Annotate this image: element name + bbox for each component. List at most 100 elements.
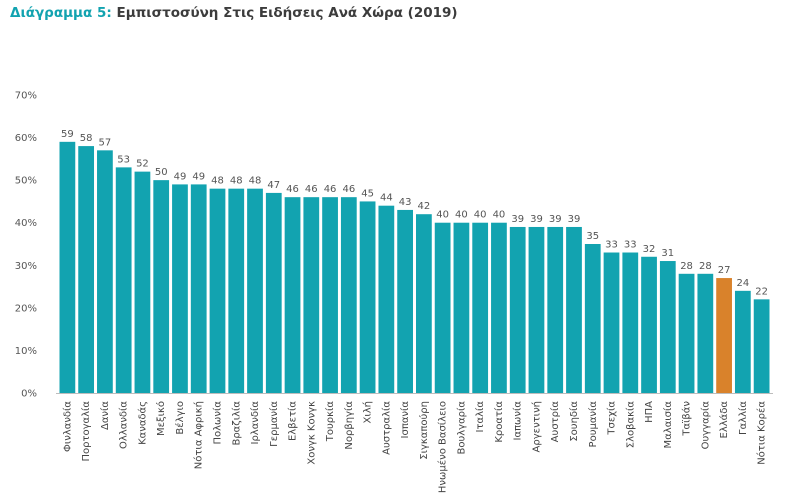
value-label: 39	[568, 214, 581, 225]
value-label: 48	[230, 176, 243, 187]
category-label: Χονγκ Κονγκ	[306, 401, 317, 465]
bar	[472, 222, 489, 393]
category-label: Ελλάδα	[718, 401, 730, 439]
category-label: Πολωνία	[211, 401, 223, 445]
category-label: Νότια Κορέα	[756, 401, 768, 465]
category-label: Βέλγιο	[174, 401, 186, 435]
category-label: Μεξικό	[155, 401, 167, 436]
category-label: Σιγκαπούρη	[418, 401, 430, 460]
bar	[303, 197, 320, 393]
category-label: Σουηδία	[568, 401, 580, 442]
category-label: Κροατία	[493, 401, 505, 443]
value-label: 58	[80, 133, 93, 144]
value-label: 43	[399, 197, 412, 208]
value-label: 39	[549, 214, 562, 225]
category-label: Σλοβακία	[624, 401, 636, 449]
value-label: 57	[99, 137, 112, 148]
y-tick-label: 40%	[15, 218, 37, 229]
value-label: 49	[174, 171, 187, 182]
bar	[59, 141, 76, 393]
category-label: Ουγγαρία	[699, 401, 711, 450]
category-label: Βραζιλία	[230, 401, 242, 446]
value-label: 45	[361, 188, 374, 199]
bar	[659, 261, 676, 393]
bar	[416, 214, 432, 393]
value-label: 39	[530, 214, 543, 225]
bar	[378, 205, 395, 393]
bar	[584, 244, 601, 393]
value-label: 28	[699, 261, 712, 272]
bar	[340, 197, 357, 393]
value-label: 46	[324, 184, 337, 195]
bar	[453, 222, 470, 393]
y-tick-label: 10%	[15, 346, 37, 357]
value-label: 39	[511, 214, 524, 225]
bar	[209, 188, 226, 393]
bar	[716, 278, 732, 393]
value-label: 46	[305, 184, 318, 195]
category-label: Φινλανδία	[61, 401, 73, 452]
bar	[622, 252, 639, 393]
value-label: 40	[436, 210, 449, 221]
category-label: Γερμανία	[268, 401, 280, 447]
category-label: Καναδάς	[136, 401, 148, 445]
y-tick-label: 20%	[15, 303, 37, 314]
chart-title: Διάγραμμα 5: Εμπιστοσύνη Στις Ειδήσεις Α…	[10, 5, 458, 21]
bar	[491, 222, 507, 393]
bar	[753, 299, 770, 393]
bar	[359, 201, 376, 393]
value-label: 33	[624, 240, 637, 251]
value-label: 44	[380, 193, 393, 204]
category-label: Αυστρία	[549, 401, 561, 443]
bar	[641, 256, 657, 393]
value-label: 52	[136, 159, 149, 170]
value-label: 27	[718, 265, 731, 276]
bar	[397, 209, 413, 393]
y-tick-label: 60%	[15, 133, 37, 144]
value-label: 46	[342, 184, 355, 195]
bar	[190, 184, 207, 393]
bar	[97, 150, 113, 393]
bar	[78, 146, 95, 393]
bar	[678, 273, 695, 393]
category-label: Γαλλία	[737, 401, 749, 435]
category-label: Ρουμανία	[587, 401, 599, 448]
category-label: Νότια Αφρική	[193, 401, 205, 469]
value-label: 40	[493, 210, 506, 221]
value-label: 35	[586, 231, 599, 242]
value-label: 53	[117, 154, 130, 165]
bar	[603, 252, 620, 393]
bar	[566, 226, 582, 393]
category-label: Χιλή	[362, 401, 374, 424]
category-label: Τουρκία	[324, 401, 336, 443]
value-label: 31	[661, 248, 674, 259]
y-tick-label: 30%	[15, 261, 37, 272]
value-label: 48	[211, 176, 224, 187]
y-tick-label: 0%	[21, 389, 37, 400]
value-label: 24	[736, 278, 749, 289]
bar	[734, 290, 751, 393]
bar	[697, 273, 714, 393]
category-labels: Φινλανδία Πορτογαλία Δανία Ολλανδία Καναδάς Μ…	[61, 401, 767, 494]
category-label: ΗΠΑ	[644, 401, 655, 423]
value-label: 59	[61, 129, 74, 140]
bar	[153, 180, 170, 393]
value-label: 50	[155, 167, 168, 178]
bar	[228, 188, 245, 393]
category-label: Ιαπωνία	[512, 401, 524, 441]
category-label: Ιταλία	[474, 401, 486, 433]
bar	[434, 222, 451, 393]
category-label: Ολλανδία	[118, 401, 130, 449]
category-label: Ισπανία	[399, 401, 411, 439]
bar	[509, 226, 526, 393]
category-label: Δανία	[99, 401, 111, 430]
value-label: 48	[249, 176, 262, 187]
value-label: 40	[474, 210, 487, 221]
category-label: Μαλαισία	[662, 401, 674, 449]
category-label: Νορβηγία	[343, 401, 355, 450]
category-label: Αυστραλία	[380, 401, 392, 455]
value-label: 46	[286, 184, 299, 195]
chart-title-text: Εμπιστοσύνη Στις Ειδήσεις Ανά Χώρα (2019…	[116, 5, 458, 21]
bar	[322, 197, 338, 393]
